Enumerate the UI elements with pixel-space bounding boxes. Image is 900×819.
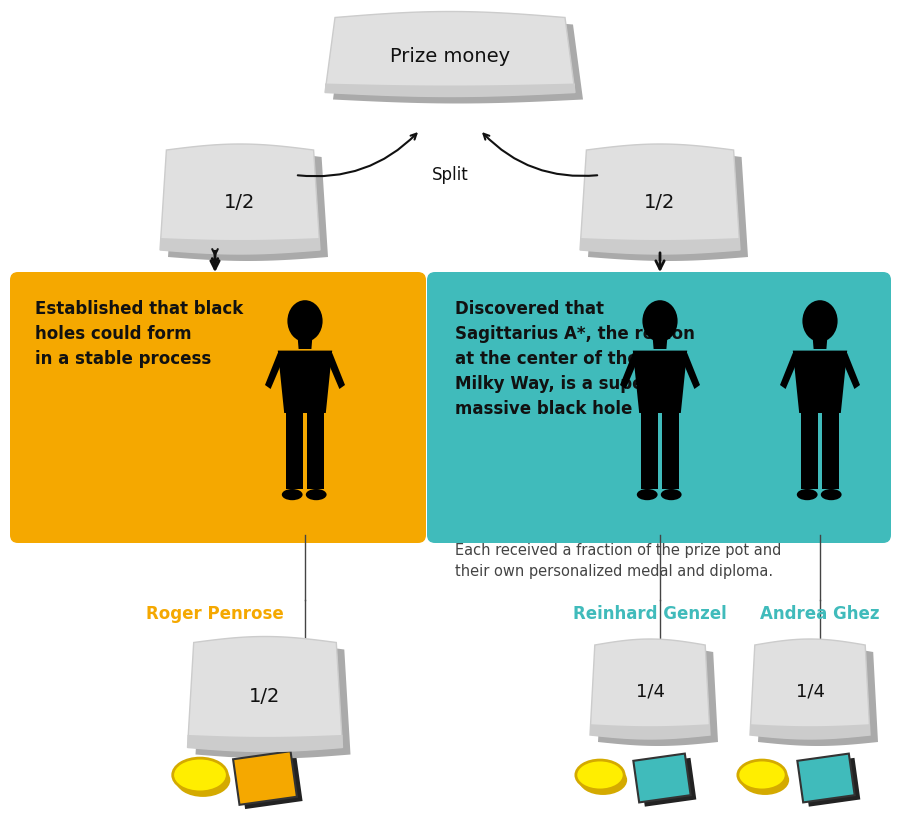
Text: 1/2: 1/2 (644, 192, 676, 211)
Polygon shape (801, 413, 818, 489)
Ellipse shape (643, 301, 678, 342)
Polygon shape (841, 353, 860, 389)
Polygon shape (588, 151, 748, 261)
Text: Prize money: Prize money (390, 48, 510, 66)
Polygon shape (278, 351, 332, 413)
Polygon shape (620, 353, 639, 389)
Polygon shape (195, 644, 350, 758)
Polygon shape (580, 238, 740, 254)
Polygon shape (325, 84, 575, 97)
Text: Established that black
holes could form
in a stable process: Established that black holes could form … (35, 300, 243, 368)
Text: Discovered that
Sagittarius A*, the region
at the center of the
Milky Way, is a : Discovered that Sagittarius A*, the regi… (455, 300, 695, 418)
Polygon shape (160, 238, 320, 254)
Bar (797, 753, 855, 803)
Ellipse shape (576, 760, 625, 790)
Ellipse shape (738, 760, 787, 790)
Polygon shape (326, 353, 345, 389)
Polygon shape (286, 413, 303, 489)
Polygon shape (265, 353, 284, 389)
Text: 1/4: 1/4 (796, 683, 824, 701)
Polygon shape (680, 353, 700, 389)
Text: Andrea Ghez: Andrea Ghez (760, 605, 880, 623)
Bar (634, 753, 690, 803)
Polygon shape (187, 735, 343, 752)
Polygon shape (750, 639, 870, 739)
Polygon shape (633, 351, 688, 413)
Polygon shape (652, 339, 667, 349)
Ellipse shape (176, 763, 230, 797)
Polygon shape (160, 144, 320, 254)
Polygon shape (793, 351, 847, 413)
Polygon shape (813, 339, 827, 349)
Ellipse shape (637, 489, 658, 500)
Ellipse shape (173, 758, 228, 792)
Ellipse shape (741, 765, 789, 795)
Polygon shape (758, 646, 878, 746)
Polygon shape (780, 353, 799, 389)
Polygon shape (298, 339, 312, 349)
Text: 1/2: 1/2 (224, 192, 256, 211)
Ellipse shape (579, 765, 627, 795)
Text: 1/4: 1/4 (635, 683, 664, 701)
Bar (238, 755, 302, 809)
Polygon shape (168, 151, 328, 261)
Polygon shape (822, 413, 839, 489)
Polygon shape (590, 639, 710, 739)
Text: 1/2: 1/2 (249, 687, 281, 707)
Polygon shape (325, 11, 575, 97)
Ellipse shape (306, 489, 327, 500)
Text: Each received a fraction of the prize pot and
their own personalized medal and d: Each received a fraction of the prize po… (455, 543, 781, 579)
Ellipse shape (821, 489, 842, 500)
Polygon shape (641, 413, 659, 489)
Text: Split: Split (432, 166, 468, 184)
Bar (233, 751, 297, 805)
Polygon shape (598, 646, 718, 746)
Polygon shape (187, 636, 343, 752)
Polygon shape (333, 19, 583, 103)
FancyBboxPatch shape (10, 272, 426, 543)
Text: Reinhard Genzel: Reinhard Genzel (573, 605, 727, 623)
Ellipse shape (287, 301, 322, 342)
Ellipse shape (796, 489, 817, 500)
Text: Roger Penrose: Roger Penrose (146, 605, 284, 623)
Ellipse shape (282, 489, 302, 500)
Polygon shape (750, 724, 870, 739)
Ellipse shape (661, 489, 681, 500)
Polygon shape (307, 413, 324, 489)
Bar (639, 758, 697, 807)
Polygon shape (590, 724, 710, 739)
Ellipse shape (803, 301, 838, 342)
Polygon shape (580, 144, 740, 254)
FancyBboxPatch shape (427, 272, 891, 543)
Polygon shape (662, 413, 680, 489)
Bar (803, 758, 860, 807)
